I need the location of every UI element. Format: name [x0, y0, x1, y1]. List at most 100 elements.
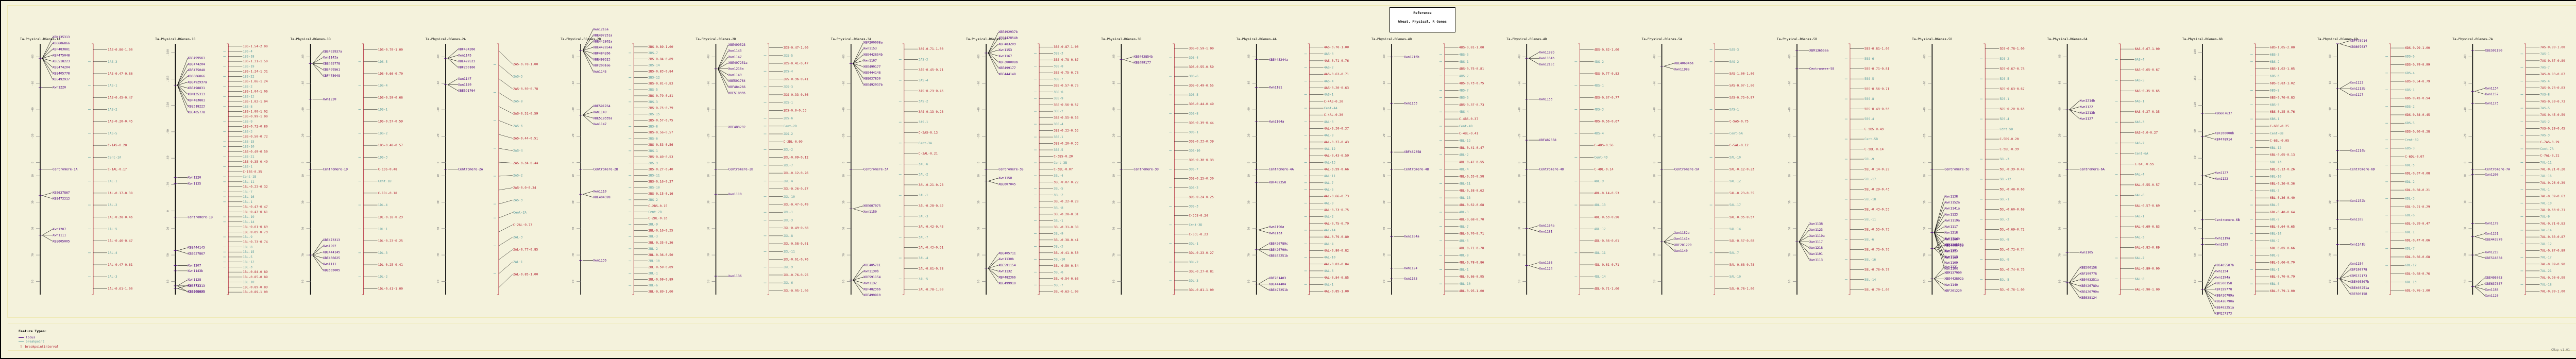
breakpoint-label: 3DL-2 [1189, 261, 1198, 264]
breakpoint-label: 5BL-16 [1865, 258, 1876, 262]
breakpoint-label: 4AL-4 [1324, 242, 1334, 246]
locus-label: Xwn1220 [188, 176, 201, 180]
map-title: Ta-Physical-RGenes-4B [1371, 38, 1412, 41]
locus-connector [2069, 100, 2080, 110]
breakpoint-label: 4BL-12 [1459, 139, 1471, 143]
breakpoint-interval-label: 2BL-0.69-0.89 [648, 278, 673, 281]
breakpoint-interval-label: 4AL-0.75-0.79 [1324, 222, 1349, 226]
breakpoint-interval-label: 6BS-1.02-1.05 [2270, 67, 2295, 71]
breakpoint-interval-label: 2BL-0.35-0.36 [648, 241, 673, 245]
breakpoint-interval-label: C-2DL-0.09 [784, 140, 803, 144]
reference-title: Reference [1413, 11, 1432, 15]
breakpoint-label: 6BL-9 [2270, 218, 2280, 221]
breakpoint-label: 2DL-2 [784, 148, 793, 151]
scale-tick-label: -60 [1788, 81, 1791, 86]
breakpoint-connector [498, 106, 513, 114]
locus-connector [988, 259, 999, 268]
locus-label: XBF200166 [458, 66, 476, 70]
breakpoint-interval-label: 2BS-0.53-0.56 [648, 143, 673, 147]
locus-label: Xwn1123 [1944, 213, 1958, 216]
locus-label: XBE426790a [2215, 300, 2234, 303]
breakpoint-interval-label: 2BS-0.16-0.27 [648, 180, 673, 183]
locus-connector [1664, 242, 1674, 251]
breakpoint-label: Cent-2A [513, 211, 527, 215]
scale-tick-label: 10 [707, 174, 710, 178]
map-title: Ta-Physical-RGenes-2B [561, 38, 601, 41]
locus-label: XBE444148 [863, 71, 881, 75]
locus-label: XBF200008a [863, 41, 883, 44]
locus-label: XBF200166 [593, 64, 611, 67]
scale-tick-label: 30 [1518, 200, 1521, 204]
locus-connector [1799, 242, 1810, 254]
locus-connector [583, 41, 594, 51]
scale-tick-label: -20 [707, 133, 710, 139]
breakpoint-interval-label: 6DL-0.76-1.00 [2405, 289, 2430, 293]
locus-label: XBG606866 [53, 42, 70, 45]
scale-tick-label: 50 [2059, 227, 2062, 231]
breakpoint-label: 2BL-2 [648, 247, 658, 251]
locus-label: Xwn1191 [1944, 249, 1958, 253]
breakpoint-interval-label: 3AS-0.13-0.23 [919, 110, 944, 114]
breakpoint-label: 4AL-8 [1324, 134, 1334, 138]
breakpoint-label: 6DL-2 [2405, 180, 2415, 184]
locus-label: Centromere-2B [593, 168, 618, 172]
breakpoint-label: Cent-4B [1459, 125, 1472, 128]
breakpoint-interval-label: 3DS-0.44-0.49 [1189, 102, 1214, 106]
breakpoint-label: 3AL-7 [919, 235, 928, 239]
breakpoint-label: 7AL-10 [2540, 201, 2552, 205]
breakpoint-interval-label: C-1AS-0.20 [108, 144, 127, 147]
breakpoint-label: 5AL-12 [1730, 180, 1741, 183]
breakpoint-label: 1AS-3 [108, 60, 117, 64]
locus-label: Xwn1216b [1404, 56, 1419, 59]
scale-tick-label: 30 [1383, 200, 1386, 204]
locus-connector [1123, 59, 1134, 63]
locus-label: XBE405778 [53, 72, 70, 75]
locus-connector [2069, 282, 2080, 292]
locus-label: Xwn1121 [1944, 265, 1958, 269]
breakpoint-interval-label: 5DS-0.67-0.78 [1999, 67, 2025, 71]
breakpoint-interval-label: 3BS-0.87-1.00 [1054, 45, 1079, 49]
locus-connector [312, 254, 323, 264]
breakpoint-interval-label: 3BS-0.75-0.78 [1054, 71, 1079, 75]
locus-label: XBE405711 [863, 264, 881, 267]
scale-tick-label: 70 [1518, 253, 1521, 257]
scale-tick-label: 90 [2464, 280, 2467, 283]
breakpoint-interval-label: 4BL-0.47-0.55 [1459, 161, 1484, 164]
locus-connector [2339, 263, 2350, 279]
breakpoint-label: 5BS-8 [1865, 97, 1874, 101]
scale-tick-label: -80 [1653, 55, 1656, 60]
locus-connector [2339, 88, 2350, 95]
breakpoint-interval-label: 4DS-0.67-0.77 [1594, 96, 1619, 99]
locus-label: Centromere-5B [1809, 67, 1835, 71]
locus-label: Xwn1145 [593, 70, 606, 74]
breakpoint-label: 5DL-8 [1999, 238, 2009, 242]
locus-connector [2069, 109, 2080, 119]
scale-tick-label: -60 [572, 81, 575, 86]
locus-label: XBE444148 [998, 73, 1016, 76]
breakpoint-label: 1BS-10 [243, 145, 255, 149]
locus-label: XBG607637 [2215, 112, 2232, 115]
locus-label: Xwn1122 [2215, 177, 2228, 181]
scale-tick-label: -80 [1383, 55, 1386, 60]
locus-connector [718, 69, 728, 93]
locus-label: XBF483292 [728, 125, 746, 129]
breakpoint-interval-label: 1BS-0.49-0.50 [243, 150, 268, 153]
breakpoint-interval-label: C-1DL-0.18 [378, 192, 398, 195]
breakpoint-interval-label: 3AS-0.71-1.00 [919, 47, 944, 51]
breakpoint-label: 6BS-6 [2270, 75, 2280, 78]
locus-connector [988, 31, 999, 54]
scale-tick-label: 50 [2329, 227, 2332, 231]
scale-tick-label: 50 [302, 227, 305, 231]
breakpoint-interval-label: C-2BS-0.15 [648, 204, 668, 208]
scale-tick-label: 30 [1653, 200, 1656, 204]
breakpoint-label: 3BS-3 [1054, 52, 1063, 56]
breakpoint-interval-label: 3DS-0.33-0.39 [1189, 140, 1214, 143]
breakpoint-connector [498, 50, 513, 64]
map-title: Ta-Physical-RGenes-5B [1777, 38, 1818, 41]
breakpoint-interval-label: 5BL-0.76-0.79 [1865, 268, 1890, 271]
breakpoint-label: 6BL-10 [2270, 175, 2282, 178]
locus-connector [2475, 254, 2485, 259]
breakpoint-label: 3AS-2 [919, 100, 928, 104]
locus-connector [42, 55, 53, 59]
locus-label: Xwn1220 [323, 98, 336, 101]
